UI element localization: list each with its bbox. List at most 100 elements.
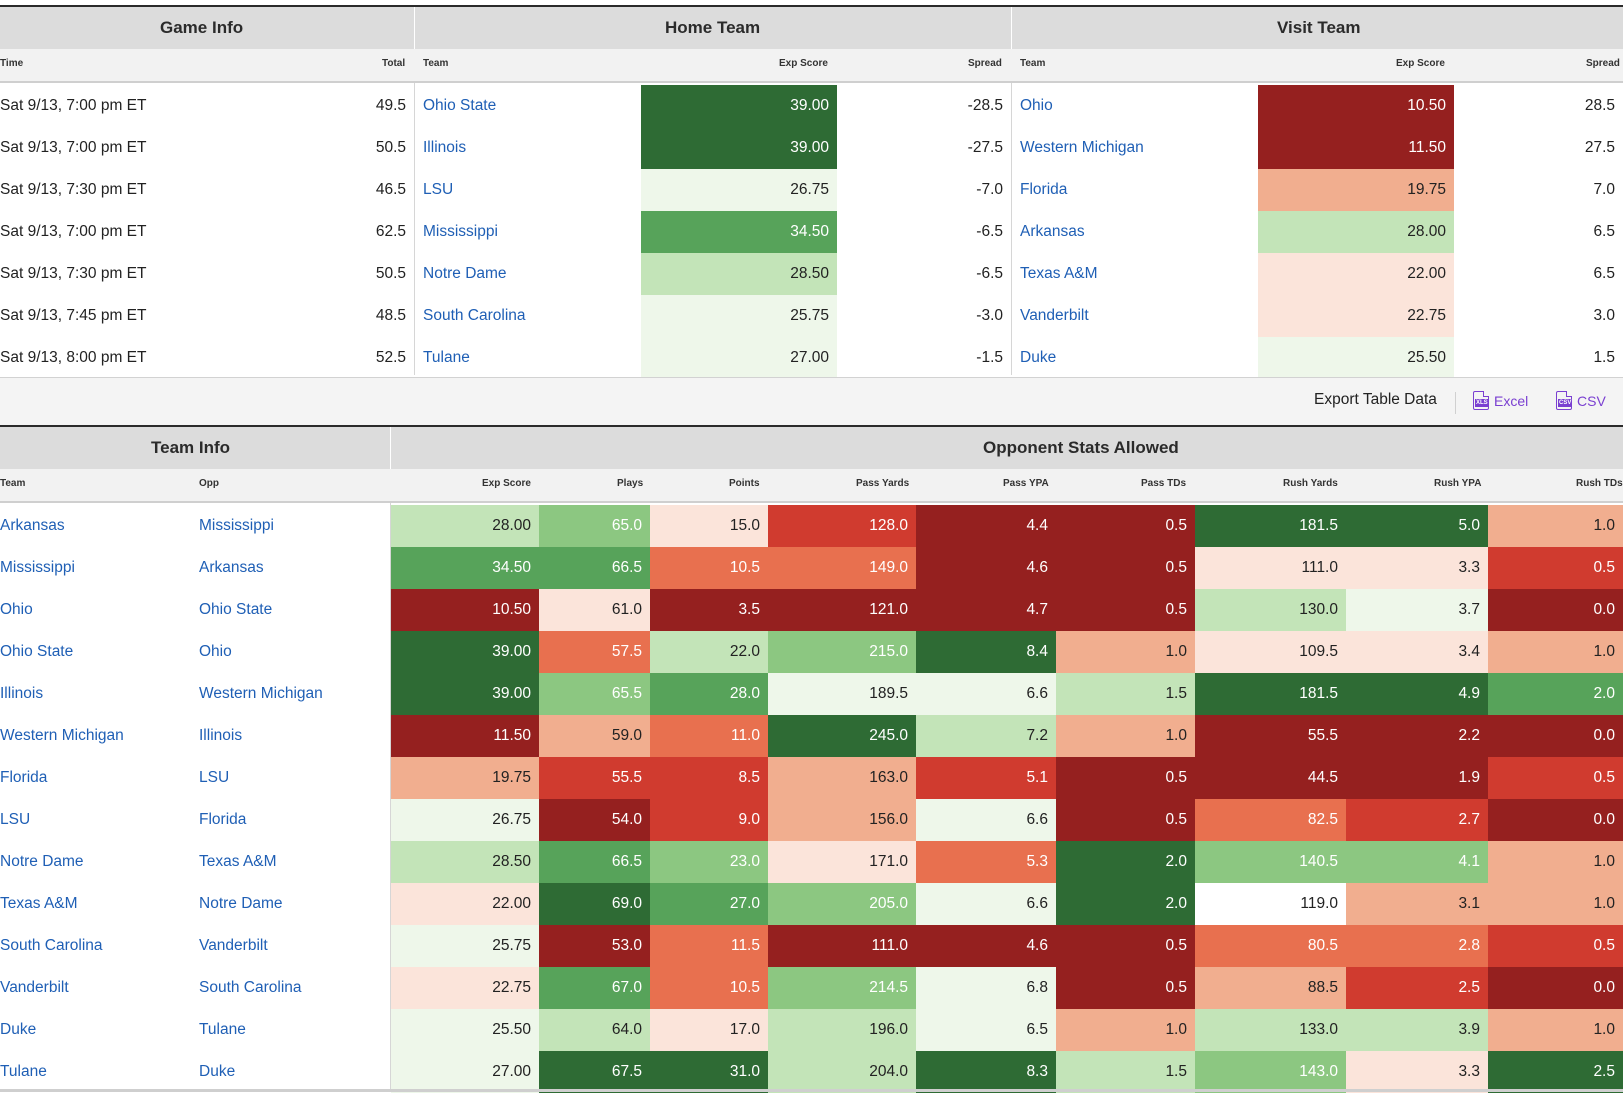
col-header-home-team[interactable]: Team	[423, 58, 449, 69]
points-cell: 8.5	[650, 757, 768, 799]
team-link[interactable]: Mississippi	[0, 559, 75, 576]
opponent-link[interactable]: Notre Dame	[199, 895, 283, 912]
opponent-link[interactable]: Vanderbilt	[199, 937, 268, 954]
visit-team-link[interactable]: Arkansas	[1020, 223, 1085, 240]
game-total: 46.5	[375, 181, 406, 198]
plays-cell: 57.5	[539, 631, 650, 673]
rush-yards-cell: 133.0	[1195, 1009, 1346, 1051]
team-link[interactable]: Tulane	[0, 1063, 47, 1080]
export-excel-button[interactable]: XLS Excel	[1473, 391, 1528, 413]
pass-yards-cell: 189.5	[768, 673, 916, 715]
pass-ypa-cell: 4.6	[916, 547, 1056, 589]
opponent-link[interactable]: Mississippi	[199, 517, 274, 534]
table-row: Sat 9/13, 7:00 pm ET 50.5 Illinois 39.00 -27…	[0, 127, 1623, 169]
visit-spread: 6.5	[1593, 265, 1615, 282]
team-link[interactable]: Florida	[0, 769, 48, 786]
rush-yards-cell: 44.5	[1195, 757, 1346, 799]
visit-team-link[interactable]: Vanderbilt	[1020, 307, 1089, 324]
rush-ypa-cell: 3.4	[1346, 631, 1488, 673]
visit-team-link[interactable]: Florida	[1020, 181, 1068, 198]
rush-yards-cell: 109.5	[1195, 631, 1346, 673]
col-header-exp-score[interactable]: Exp Score	[482, 478, 531, 489]
opponent-link[interactable]: LSU	[199, 769, 230, 786]
visit-team-link[interactable]: Western Michigan	[1020, 139, 1144, 156]
team-link[interactable]: Ohio	[0, 601, 33, 618]
team-link[interactable]: South Carolina	[0, 937, 103, 954]
plays-cell: 67.0	[539, 967, 650, 1009]
pass-tds-cell: 1.0	[1056, 631, 1195, 673]
opponent-link[interactable]: Duke	[199, 1063, 236, 1080]
team-link[interactable]: LSU	[0, 811, 31, 828]
plays-cell: 66.5	[539, 547, 650, 589]
team-link[interactable]: Vanderbilt	[0, 979, 69, 996]
team-link[interactable]: Notre Dame	[0, 853, 84, 870]
home-team-link[interactable]: Notre Dame	[423, 265, 507, 282]
rush-tds-cell: 0.0	[1488, 589, 1623, 631]
points-cell: 10.5	[650, 547, 768, 589]
opponent-link[interactable]: Ohio	[199, 643, 232, 660]
col-header-total[interactable]: Total	[382, 58, 406, 69]
col-header-points[interactable]: Points	[729, 478, 760, 489]
col-header-rush-tds[interactable]: Rush TDs	[1576, 478, 1623, 489]
col-header-home-spread[interactable]: Spread	[968, 58, 1002, 69]
visit-spread: 27.5	[1584, 139, 1615, 156]
col-header-visit-team[interactable]: Team	[1020, 58, 1046, 69]
points-cell: 3.5	[650, 589, 768, 631]
exp-score-cell: 22.00	[391, 883, 539, 925]
plays-cell: 53.0	[539, 925, 650, 967]
opponent-link[interactable]: Tulane	[199, 1021, 246, 1038]
home-spread: -3.0	[976, 307, 1003, 324]
home-team-link[interactable]: LSU	[423, 181, 454, 198]
rush-tds-cell: 1.0	[1488, 631, 1623, 673]
opponent-link[interactable]: Ohio State	[199, 601, 273, 618]
visit-team-link[interactable]: Texas A&M	[1020, 265, 1098, 282]
opponent-link[interactable]: South Carolina	[199, 979, 302, 996]
opponent-link[interactable]: Illinois	[199, 727, 243, 744]
home-team-link[interactable]: Ohio State	[423, 97, 497, 114]
home-team-link[interactable]: South Carolina	[423, 307, 526, 324]
team-link[interactable]: Duke	[0, 1021, 37, 1038]
plays-cell: 54.0	[539, 799, 650, 841]
col-header-opp[interactable]: Opp	[199, 478, 219, 489]
opponent-link[interactable]: Florida	[199, 811, 247, 828]
rush-tds-cell: 0.0	[1488, 715, 1623, 757]
opponent-link[interactable]: Arkansas	[199, 559, 264, 576]
home-team-link[interactable]: Mississippi	[423, 223, 498, 240]
col-header-rush-yards[interactable]: Rush Yards	[1283, 478, 1338, 489]
visit-team-link[interactable]: Duke	[1020, 349, 1057, 366]
col-header-visit-exp-score[interactable]: Exp Score	[1396, 58, 1445, 69]
team-link[interactable]: Ohio State	[0, 643, 74, 660]
opponent-link[interactable]: Western Michigan	[199, 685, 323, 702]
col-header-rush-ypa[interactable]: Rush YPA	[1434, 478, 1482, 489]
home-exp-score: 28.50	[641, 253, 837, 295]
team-link[interactable]: Illinois	[0, 685, 44, 702]
col-header-time[interactable]: Time	[0, 58, 24, 69]
visit-exp-score: 11.50	[1258, 127, 1454, 169]
table-row: Sat 9/13, 8:00 pm ET 52.5 Tulane 27.00 -1.5 D…	[0, 337, 1623, 379]
col-header-pass-yards[interactable]: Pass Yards	[856, 478, 910, 489]
opponent-link[interactable]: Texas A&M	[199, 853, 277, 870]
col-header-visit-spread[interactable]: Spread	[1586, 58, 1620, 69]
group-header-home-team: Home Team	[415, 7, 1011, 49]
col-header-team[interactable]: Team	[0, 478, 26, 489]
col-header-plays[interactable]: Plays	[617, 478, 644, 489]
col-header-pass-tds[interactable]: Pass TDs	[1141, 478, 1187, 489]
pass-ypa-cell: 6.6	[916, 673, 1056, 715]
export-csv-button[interactable]: CSV CSV	[1556, 391, 1606, 413]
home-team-link[interactable]: Illinois	[423, 139, 467, 156]
home-team-link[interactable]: Tulane	[423, 349, 470, 366]
visit-exp-score: 28.00	[1258, 211, 1454, 253]
toolbar-divider	[1455, 392, 1456, 414]
csv-file-icon: CSV	[1556, 391, 1573, 410]
table-row: Texas A&M Notre Dame 22.00 69.0 27.0 205.0 6.6…	[0, 883, 1623, 925]
col-header-pass-ypa[interactable]: Pass YPA	[1003, 478, 1049, 489]
team-link[interactable]: Texas A&M	[0, 895, 78, 912]
exp-score-cell: 25.75	[391, 925, 539, 967]
rush-ypa-cell: 2.2	[1346, 715, 1488, 757]
team-link[interactable]: Western Michigan	[0, 727, 124, 744]
col-header-home-exp-score[interactable]: Exp Score	[779, 58, 828, 69]
home-spread: -27.5	[967, 139, 1003, 156]
team-link[interactable]: Arkansas	[0, 517, 65, 534]
visit-team-link[interactable]: Ohio	[1020, 97, 1053, 114]
rush-tds-cell: 0.5	[1488, 757, 1623, 799]
